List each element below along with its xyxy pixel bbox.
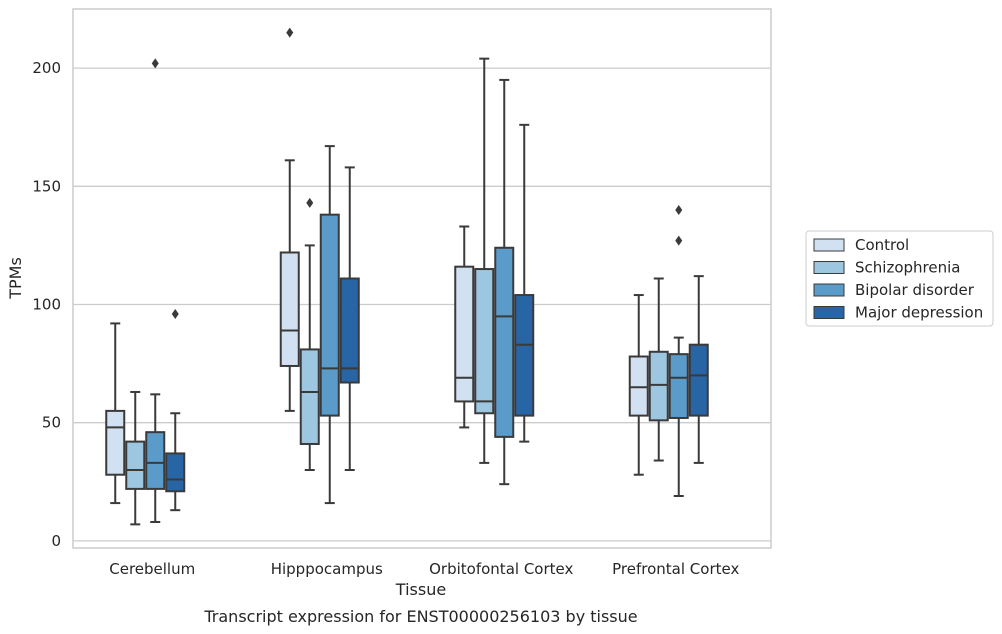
box-major-depression-2 <box>514 123 535 443</box>
y-tick-label: 0 <box>51 532 61 550</box>
x-axis-title: Tissue <box>395 580 446 599</box>
outlier-point <box>151 58 159 69</box>
box-body <box>105 409 126 476</box>
box-body <box>279 251 300 367</box>
box-body <box>514 294 535 417</box>
box-body <box>454 265 475 403</box>
outlier-point <box>286 27 294 38</box>
box-bipolar-disorder-3 <box>668 204 689 497</box>
box-bipolar-disorder-0 <box>145 58 166 523</box>
box-major-depression-1 <box>339 166 360 471</box>
box-schizophrenia-0 <box>125 390 146 526</box>
legend-swatch <box>813 306 845 319</box>
legend-label: Control <box>855 236 909 254</box>
box-body <box>648 350 669 422</box>
box-body <box>339 277 360 384</box>
legend: Control Schizophrenia Bipolar disorder Majo… <box>805 230 994 327</box>
box-control-1 <box>279 27 300 412</box>
box-control-2 <box>454 225 475 429</box>
box-body <box>145 431 166 490</box>
box-bipolar-disorder-2 <box>494 78 515 486</box>
outlier-point <box>675 204 683 215</box>
box-control-0 <box>105 322 126 505</box>
box-body <box>165 452 186 493</box>
legend-frame <box>805 230 994 327</box>
x-tick-label: Cerebellum <box>109 560 195 578</box>
box-body <box>474 268 495 415</box>
y-axis-ticks: 0 50 100 150 200 <box>32 59 61 550</box>
x-tick-label: Prefrontal Cortex <box>612 560 739 578</box>
y-axis-title: TPMs <box>6 257 25 300</box>
legend-swatch <box>813 283 845 297</box>
plot-frame <box>72 8 772 549</box>
box-major-depression-3 <box>688 275 709 464</box>
chart-caption: Transcript expression for ENST0000025610… <box>203 607 637 626</box>
box-body <box>299 348 320 445</box>
box-body <box>494 246 515 438</box>
x-axis-ticks: Cerebellum Hipppocampus Orbitofontal Corte… <box>109 560 739 578</box>
legend-label: Major depression <box>855 304 983 322</box>
box-body <box>319 213 340 417</box>
outlier-point <box>171 308 179 319</box>
box-body <box>125 440 146 490</box>
box-body <box>628 355 649 417</box>
box-schizophrenia-2 <box>474 57 495 464</box>
outlier-point <box>675 235 683 246</box>
box-schizophrenia-1 <box>299 197 320 471</box>
legend-label: Bipolar disorder <box>855 281 975 299</box>
x-tick-label: Hipppocampus <box>271 560 383 578</box>
legend-label: Schizophrenia <box>855 259 960 277</box>
y-tick-label: 50 <box>42 414 61 432</box>
outlier-point <box>306 197 314 208</box>
box-major-depression-0 <box>165 308 186 512</box>
y-tick-label: 200 <box>32 59 61 77</box>
y-tick-label: 150 <box>32 177 61 195</box>
legend-swatch <box>813 238 845 252</box>
box-bipolar-disorder-1 <box>319 145 340 505</box>
box-body <box>688 343 709 417</box>
box-control-3 <box>628 294 649 476</box>
y-tick-label: 100 <box>32 296 61 314</box>
box-plot-marks <box>105 27 709 526</box>
box-body <box>668 353 689 419</box>
box-schizophrenia-3 <box>648 277 669 462</box>
legend-swatch <box>813 261 845 274</box>
grid-lines <box>73 67 771 542</box>
x-tick-label: Orbitofontal Cortex <box>429 560 573 578</box>
